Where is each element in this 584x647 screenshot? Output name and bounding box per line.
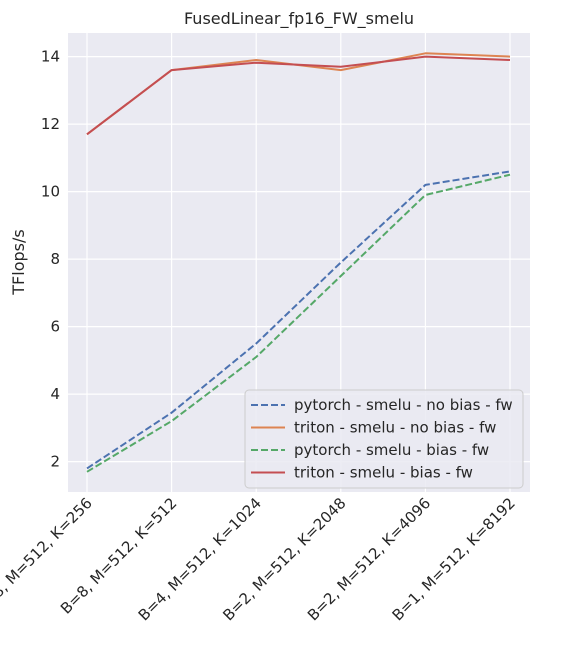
- series-line-4: [86, 55, 511, 136]
- legend-label: triton - smelu - bias - fw: [294, 464, 473, 482]
- y-tick-label: 8: [50, 250, 60, 268]
- chart-title: FusedLinear_fp16_FW_smelu: [184, 9, 414, 29]
- y-tick-label: 14: [41, 48, 60, 66]
- series-line-3: [86, 173, 511, 473]
- y-tick-label: 2: [50, 453, 60, 471]
- legend: pytorch - smelu - no bias - fw triton - s…: [244, 389, 524, 489]
- legend-label: pytorch - smelu - no bias - fw: [294, 396, 513, 414]
- series-lines: [86, 52, 511, 473]
- y-tick-label: 4: [50, 385, 60, 403]
- y-tick-label: 12: [41, 115, 60, 133]
- legend-label: triton - smelu - no bias - fw: [294, 419, 496, 437]
- y-axis-label: TFlops/s: [9, 229, 28, 295]
- legend-label: pytorch - smelu - bias - fw: [294, 441, 489, 459]
- series-line-1: [86, 170, 511, 470]
- y-tick-label: 6: [50, 318, 60, 336]
- y-tick-labels: 2 4 6 8 10 12 14: [41, 48, 60, 471]
- y-tick-label: 10: [41, 183, 60, 201]
- legend-box: [244, 389, 524, 489]
